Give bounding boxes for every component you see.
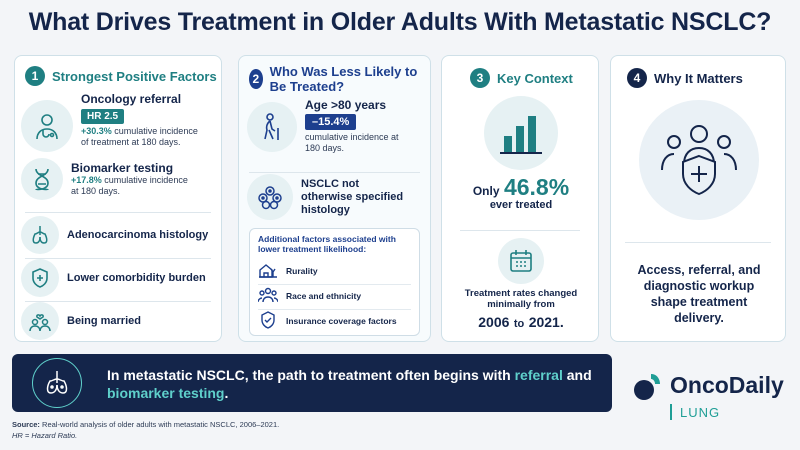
- card2-heading: Who Was Less Likely to Be Treated?: [269, 64, 418, 94]
- married-label: Being married: [67, 315, 141, 327]
- referral-label: Oncology referral: [81, 92, 182, 106]
- couple-icon: [21, 302, 59, 340]
- additional-title: Additional factors associated with lower…: [258, 234, 396, 254]
- key-context-card: 3 Key Context Only 46.8% ever treated Tr…: [441, 55, 599, 342]
- dna-icon: [21, 158, 63, 200]
- source-note: Source: Real-world analysis of older adu…: [12, 420, 279, 429]
- divider: [625, 242, 771, 243]
- referral-stat: +30.3%: [81, 126, 112, 136]
- comorbidity-row: Lower comorbidity burden: [21, 259, 215, 297]
- ever-treated-label: ever treated: [489, 199, 553, 211]
- age-text: cumulative incidence at 180 days.: [305, 132, 399, 153]
- card4-header: 4 Why It Matters: [627, 68, 743, 88]
- cells-icon: [247, 174, 293, 220]
- biomarker-row: Biomarker testing +17.8% cumulative inci…: [21, 158, 215, 200]
- additional-item: Race and ethnicity: [257, 286, 411, 310]
- card4-heading: Why It Matters: [654, 71, 743, 86]
- comorbidity-label: Lower comorbidity burden: [67, 272, 206, 284]
- elderly-person-icon: [247, 102, 297, 152]
- banner-text: In metastatic NSCLC, the path to treatme…: [107, 366, 597, 402]
- biomarker-label: Biomarker testing: [71, 161, 174, 175]
- adeno-row: Adenocarcinoma histology: [21, 216, 215, 254]
- divider: [25, 258, 211, 259]
- divider: [25, 301, 211, 302]
- source-text: Real-world analysis of older adults with…: [39, 420, 280, 429]
- divider: [25, 212, 211, 213]
- card3-number: 3: [470, 68, 490, 88]
- card2-header: 2 Who Was Less Likely to Be Treated?: [249, 64, 424, 94]
- shield-plus-icon: [21, 259, 59, 297]
- age-label: Age >80 years: [305, 98, 387, 112]
- card1-header: 1 Strongest Positive Factors: [25, 66, 217, 86]
- card1-heading: Strongest Positive Factors: [52, 69, 217, 84]
- treated-percent: 46.8%: [503, 174, 570, 200]
- banner-highlight-biomarker: biomarker testing: [107, 385, 225, 401]
- why-it-matters-card: 4 Why It Matters Access, referral, and d…: [610, 55, 786, 342]
- age-badge: –15.4%: [305, 114, 357, 130]
- lungs-icon: [32, 358, 82, 408]
- shield-check-icon: [258, 311, 278, 331]
- banner-highlight-referral: referral: [514, 367, 563, 383]
- divider: [249, 172, 420, 173]
- adeno-label: Adenocarcinoma histology: [67, 229, 209, 241]
- hr-note: HR = Hazard Ratio.: [12, 431, 78, 440]
- additional-item: Insurance coverage factors: [258, 311, 411, 334]
- card3-heading: Key Context: [497, 71, 573, 86]
- banner-part: In metastatic NSCLC, the path to treatme…: [107, 367, 515, 383]
- nos-label: NSCLC not otherwise specified histology: [301, 177, 404, 216]
- card1-number: 1: [25, 66, 45, 86]
- treated-stat: Only 46.8% ever treated: [442, 174, 600, 211]
- people-shield-icon: [639, 100, 759, 220]
- card4-number: 4: [627, 68, 647, 88]
- banner-part: .: [224, 385, 229, 401]
- bar-chart-icon: [484, 96, 558, 170]
- referral-text: cumulative incidence of treatment at 180…: [81, 126, 198, 147]
- referral-row: Oncology referral HR 2.5 +30.3% cumulati…: [21, 92, 215, 152]
- only-label: Only: [472, 184, 500, 198]
- year-to: to: [513, 318, 525, 330]
- additional-item: Rurality: [258, 261, 411, 285]
- less-likely-card: 2 Who Was Less Likely to Be Treated? Age…: [238, 55, 431, 342]
- rural-house-icon: [258, 261, 278, 281]
- brand-name: OncoDaily: [670, 372, 784, 398]
- card2-number: 2: [249, 69, 263, 89]
- why-matters-text: Access, referral, and diagnostic workup …: [637, 263, 761, 325]
- age-row: Age >80 years –15.4% cumulative incidenc…: [247, 98, 424, 154]
- additional-item-label: Rurality: [286, 266, 318, 276]
- brand-sub: LUNG: [680, 405, 721, 420]
- page-title: What Drives Treatment in Older Adults Wi…: [28, 8, 772, 36]
- lungs-icon: [21, 216, 59, 254]
- rates-text: Treatment rates changed minimally from: [464, 288, 578, 310]
- year-start: 2006: [478, 314, 510, 330]
- biomarker-stat: +17.8%: [71, 175, 102, 185]
- source-label: Source:: [12, 420, 40, 429]
- additional-factors-box: Additional factors associated with lower…: [249, 228, 420, 336]
- additional-item-label: Race and ethnicity: [286, 291, 362, 301]
- year-range: 2006 to 2021.: [442, 314, 600, 332]
- summary-banner: In metastatic NSCLC, the path to treatme…: [12, 354, 612, 412]
- group-icon: [257, 286, 279, 306]
- referral-hr-badge: HR 2.5: [81, 109, 125, 124]
- banner-part: and: [562, 367, 592, 383]
- brand-divider: [670, 404, 672, 420]
- married-row: Being married: [21, 302, 215, 340]
- divider: [460, 230, 580, 231]
- strongest-factors-card: 1 Strongest Positive Factors Oncology re…: [14, 55, 222, 342]
- biomarker-text: cumulative incidence at 180 days.: [71, 175, 188, 196]
- doctor-icon: [21, 100, 73, 152]
- year-end: 2021.: [528, 314, 564, 330]
- nos-row: NSCLC not otherwise specified histology: [247, 174, 424, 220]
- oncodaily-logo: [632, 372, 662, 407]
- calendar-icon: [498, 238, 544, 284]
- oncodaily-logo-icon: [634, 374, 660, 400]
- card3-header: 3 Key Context: [470, 68, 573, 88]
- additional-item-label: Insurance coverage factors: [286, 316, 397, 326]
